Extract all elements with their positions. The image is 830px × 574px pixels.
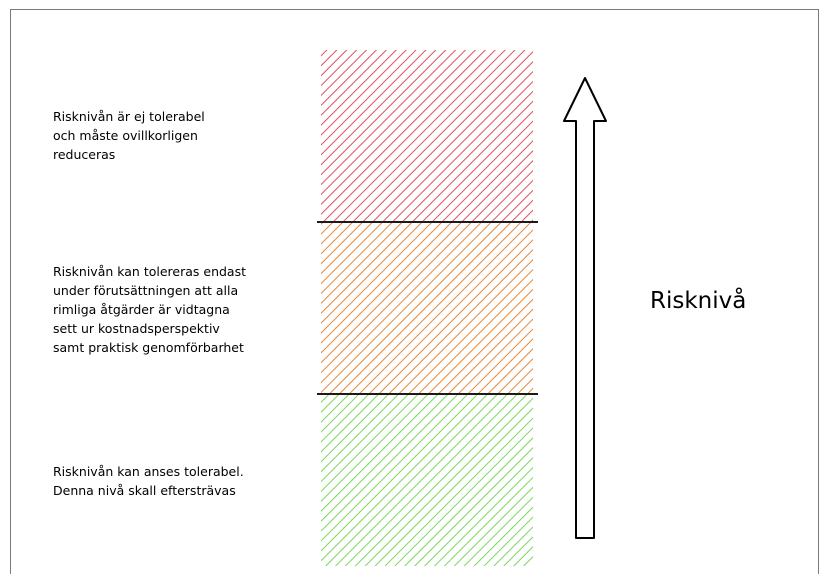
zone-medium-line: samt praktisk genomförbarhet [53, 340, 244, 355]
zone-low-line: Risknivån kan anses tolerabel. [53, 464, 244, 479]
zone-high-band [321, 50, 533, 222]
zone-high-line: reduceras [53, 147, 116, 162]
zone-low-band [321, 394, 533, 566]
zone-high-description: Risknivån är ej tolerabel och måste ovil… [53, 107, 205, 164]
zone-medium-line: under förutsättningen att alla [53, 283, 239, 298]
zone-medium-band [321, 222, 533, 394]
zone-medium-line: rimliga åtgärder är vidtagna [53, 302, 230, 317]
zone-high-line: och måste ovillkorligen [53, 128, 198, 143]
diagram-frame [10, 9, 819, 574]
zone-medium-description: Risknivån kan tolereras endast under för… [53, 262, 246, 357]
zone-low-description: Risknivån kan anses tolerabel. Denna niv… [53, 462, 244, 500]
zone-low-line: Denna nivå skall eftersträvas [53, 483, 236, 498]
zone-high-line: Risknivån är ej tolerabel [53, 109, 205, 124]
arrow-up-icon [563, 77, 607, 539]
risk-level-title: Risknivå [650, 288, 747, 314]
zone-medium-line: Risknivån kan tolereras endast [53, 264, 247, 279]
zone-medium-line: sett ur kostnadsperspektiv [53, 321, 220, 336]
